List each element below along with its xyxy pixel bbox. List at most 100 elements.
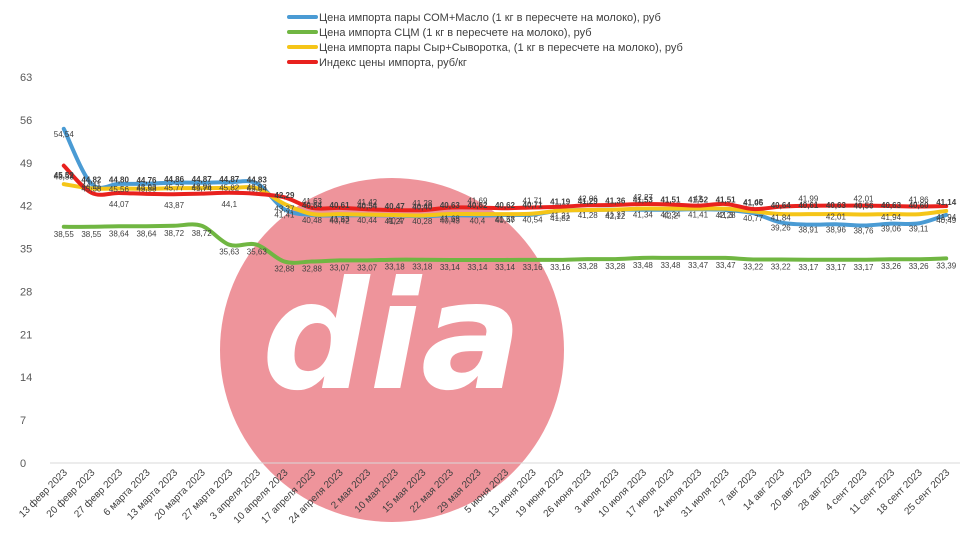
data-label: 44,87	[219, 175, 240, 184]
data-label: 38,64	[109, 229, 130, 238]
data-label: 38,72	[164, 229, 185, 238]
y-tick-label: 56	[20, 115, 32, 127]
data-label: 45,77	[164, 184, 185, 193]
data-label: 42,29	[274, 191, 295, 200]
data-label: 43,93	[136, 183, 157, 192]
data-label: 41,41	[274, 210, 295, 219]
data-label: 40,54	[357, 202, 378, 211]
watermark-circle	[220, 178, 564, 522]
x-tick-label: 13 февр 2023	[16, 466, 70, 520]
y-tick-label: 14	[20, 372, 32, 384]
y-tick-label: 21	[20, 329, 32, 341]
data-label: 45,58	[136, 185, 157, 194]
data-label: 42,2	[663, 211, 679, 220]
data-label: 41,14	[936, 198, 957, 207]
data-label: 38,55	[81, 230, 102, 239]
data-label: 40,49	[936, 216, 957, 225]
data-label: 41,51	[716, 196, 737, 205]
watermark-text: dia	[262, 250, 522, 424]
data-label: 41,94	[936, 213, 957, 222]
data-label: 33,16	[523, 263, 544, 272]
y-tick-label: 42	[20, 201, 32, 213]
data-label: 44,82	[81, 175, 102, 184]
data-label: 41,63	[330, 215, 351, 224]
data-label: 40,62	[495, 201, 516, 210]
data-label: 41,99	[798, 195, 819, 204]
data-label: 45,74	[192, 184, 213, 193]
data-label: 40,63	[440, 201, 461, 210]
data-label: 33,22	[743, 262, 764, 271]
data-label: 33,14	[467, 263, 488, 272]
data-label: 44,86	[164, 175, 185, 184]
data-label: 38,55	[54, 230, 75, 239]
data-label: 40,47	[495, 216, 516, 225]
data-label: 41,36	[605, 197, 626, 206]
data-label: 41,34	[633, 211, 654, 220]
data-label: 40,56	[853, 201, 874, 210]
data-label: 33,18	[385, 263, 406, 272]
data-label: 40,43	[440, 216, 461, 225]
data-label: 33,26	[881, 262, 902, 271]
data-label: 44,83	[247, 175, 268, 184]
data-label: 40,40	[412, 202, 433, 211]
data-label: 40,4	[470, 216, 486, 225]
data-label: 41,52	[688, 196, 709, 205]
data-label: 43,96	[192, 183, 213, 192]
x-tick-label: 20 февр 2023	[44, 466, 98, 520]
data-label: 33,16	[550, 263, 571, 272]
data-label: 40,71	[523, 201, 544, 210]
data-label: 33,39	[936, 261, 957, 270]
data-label: 33,17	[853, 263, 874, 272]
data-label: 41,27	[385, 217, 406, 226]
y-tick-label: 63	[20, 72, 32, 84]
data-label: 41,68	[440, 215, 461, 224]
data-label: 42,12	[605, 212, 626, 221]
data-label: 33,28	[605, 262, 626, 271]
data-label: 39,26	[771, 223, 792, 232]
data-label: 41,45	[743, 198, 764, 207]
data-label: 41,53	[633, 196, 654, 205]
data-label: 40,63	[826, 201, 847, 210]
data-label: 44,87	[192, 175, 213, 184]
data-label: 40,48	[302, 216, 323, 225]
y-tick-label: 35	[20, 244, 32, 256]
data-label: 40,61	[798, 201, 819, 210]
data-label: 40,64	[302, 201, 323, 210]
data-label: 35,63	[247, 248, 268, 257]
data-label: 42,27	[633, 193, 654, 202]
data-label: 33,47	[716, 261, 737, 270]
data-label: 38,91	[798, 226, 819, 235]
data-label: 41,71	[523, 196, 544, 205]
data-label: 45,64	[247, 184, 268, 193]
data-label: 33,22	[771, 262, 792, 271]
data-label: 42	[694, 195, 703, 204]
data-label: 40,44	[357, 216, 378, 225]
series-line-3	[61, 163, 949, 213]
legend-entry: Цена импорта пары Сыр+Сыворотка, (1 кг в…	[319, 42, 683, 54]
data-label: 40,60	[909, 201, 930, 210]
data-label: 40,4	[387, 216, 403, 225]
data-label: 38,76	[853, 227, 874, 236]
data-label: 41,94	[881, 213, 902, 222]
data-label: 33,26	[909, 262, 930, 271]
data-label: 41,21	[550, 212, 571, 221]
data-label: 41,34	[660, 211, 681, 220]
data-label: 42,01	[826, 213, 847, 222]
data-label: 54,54	[54, 130, 75, 139]
data-label: 33,17	[798, 263, 819, 272]
data-label: 41,58	[495, 215, 516, 224]
data-label: 45,82	[219, 183, 240, 192]
data-label: 48,53	[54, 173, 75, 182]
data-label: 39,11	[909, 224, 929, 233]
y-axis: 0 7 14 21 28 35 42 49 56 63	[20, 72, 32, 470]
data-label: 40,47	[385, 202, 406, 211]
data-label: 33,07	[357, 263, 378, 272]
data-label: 40,61	[330, 201, 351, 210]
data-label: 33,14	[440, 263, 461, 272]
data-label: 41,63	[302, 197, 323, 206]
data-label: 41,84	[771, 214, 792, 223]
data-label: 40,77	[743, 214, 764, 223]
data-label: 45,52	[54, 171, 75, 180]
series-line-2	[61, 182, 949, 218]
